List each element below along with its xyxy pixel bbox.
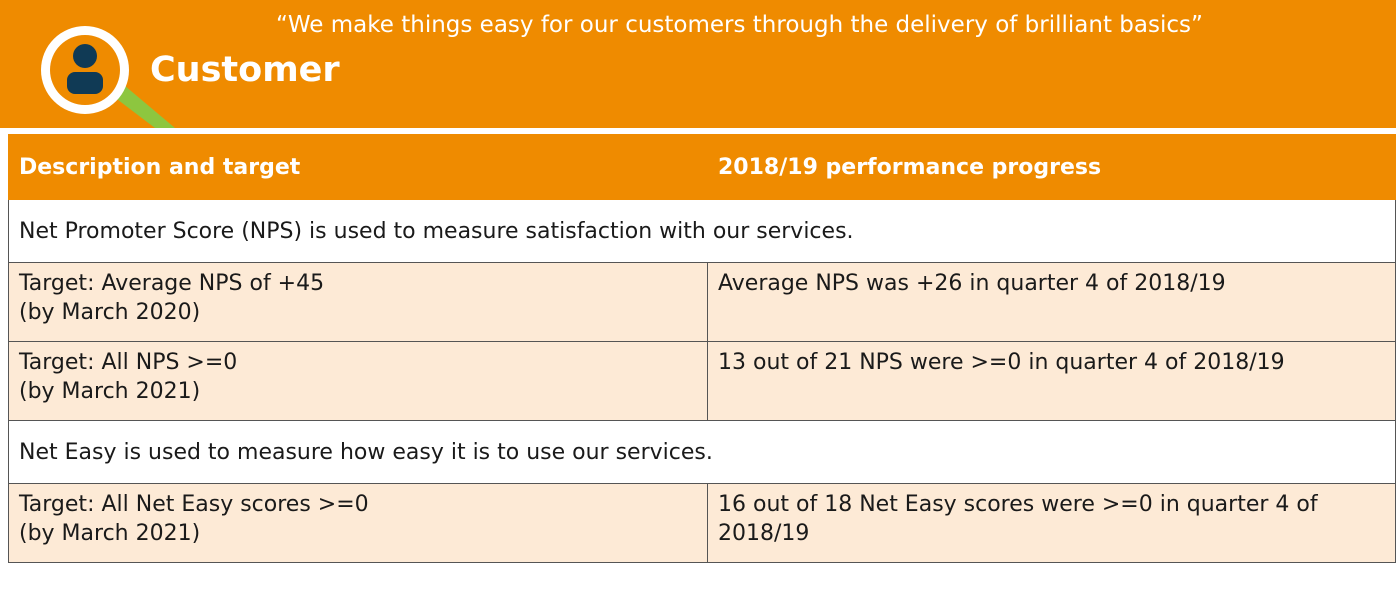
column-header: 2018/19 performance progress	[707, 134, 1396, 200]
target-line: (by March 2021)	[19, 521, 201, 546]
progress-cell: Average NPS was +26 in quarter 4 of 2018…	[707, 262, 1396, 342]
column-header: Description and target	[8, 134, 708, 200]
title: Customer	[150, 50, 340, 90]
target-cell: Target: Average NPS of +45 (by March 2020…	[8, 262, 708, 342]
target-row: Target: Average NPS of +45 (by March 2020…	[8, 262, 1396, 342]
quote: “We make things easy for our customers t…	[276, 12, 1203, 38]
target-cell: Target: All NPS >=0 (by March 2021)	[8, 341, 708, 421]
target-line: Target: All NPS >=0	[19, 350, 238, 375]
target-line: (by March 2020)	[19, 300, 201, 325]
section-heading: Net Easy is used to measure how easy it …	[8, 420, 1396, 484]
target-row: Target: All NPS >=0 (by March 2021) 13 out…	[8, 341, 1396, 421]
customer-icon	[41, 26, 175, 128]
section-row: Net Easy is used to measure how easy it …	[8, 420, 1396, 484]
progress-cell: 16 out of 18 Net Easy scores were >=0 in…	[707, 483, 1396, 563]
kpi-table: Description and target 2018/19 performanc…	[8, 134, 1396, 563]
progress-cell: 13 out of 21 NPS were >=0 in quarter 4 o…	[707, 341, 1396, 421]
target-line: Target: Average NPS of +45	[19, 271, 325, 296]
target-cell: Target: All Net Easy scores >=0 (by March…	[8, 483, 708, 563]
target-line: Target: All Net Easy scores >=0	[19, 492, 369, 517]
section-row: Net Promoter Score (NPS) is used to meas…	[8, 199, 1396, 263]
target-line: (by March 2021)	[19, 379, 201, 404]
section-heading: Net Promoter Score (NPS) is used to meas…	[8, 199, 1396, 263]
header: Customer “We make things easy for our cu…	[0, 0, 1396, 128]
target-row: Target: All Net Easy scores >=0 (by March…	[8, 483, 1396, 563]
